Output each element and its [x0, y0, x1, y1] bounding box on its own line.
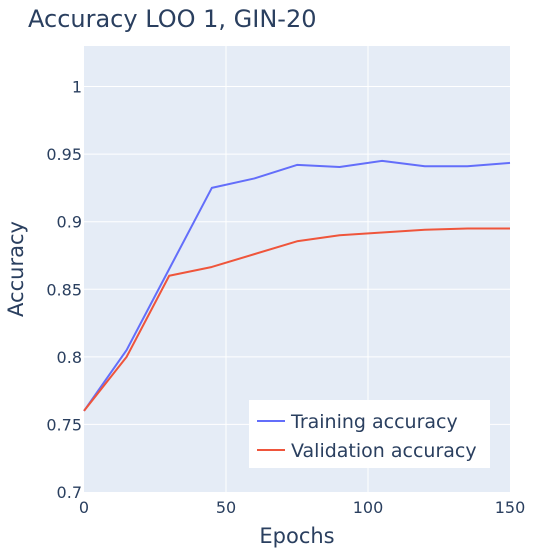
legend-box [249, 400, 490, 468]
x-tick-label: 50 [216, 498, 236, 517]
x-tick-label: 150 [495, 498, 526, 517]
x-tick-label: 100 [353, 498, 384, 517]
y-tick-label: 0.7 [57, 483, 82, 502]
y-tick-label: 0.95 [46, 145, 82, 164]
y-axis-ticks: 0.7 0.75 0.8 0.85 0.9 0.95 1 [46, 78, 82, 502]
legend: Training accuracy Validation accuracy [249, 400, 490, 468]
y-tick-label: 0.75 [46, 415, 82, 434]
x-tick-label: 0 [79, 498, 89, 517]
y-tick-label: 1 [72, 78, 82, 97]
y-tick-label: 0.85 [46, 280, 82, 299]
series-line-validation [83, 227, 510, 412]
y-axis-title: Accuracy [4, 221, 28, 317]
chart-title: Accuracy LOO 1, GIN-20 [28, 5, 316, 33]
series-line-training [83, 159, 511, 412]
legend-label: Validation accuracy [291, 440, 477, 462]
legend-label: Training accuracy [290, 411, 458, 433]
series-lines [83, 159, 511, 412]
x-axis-title: Epochs [259, 524, 334, 548]
grid-lines [84, 46, 510, 492]
x-axis-ticks: 0 50 100 150 [79, 498, 525, 517]
y-tick-label: 0.8 [57, 348, 82, 367]
y-tick-label: 0.9 [57, 213, 82, 232]
